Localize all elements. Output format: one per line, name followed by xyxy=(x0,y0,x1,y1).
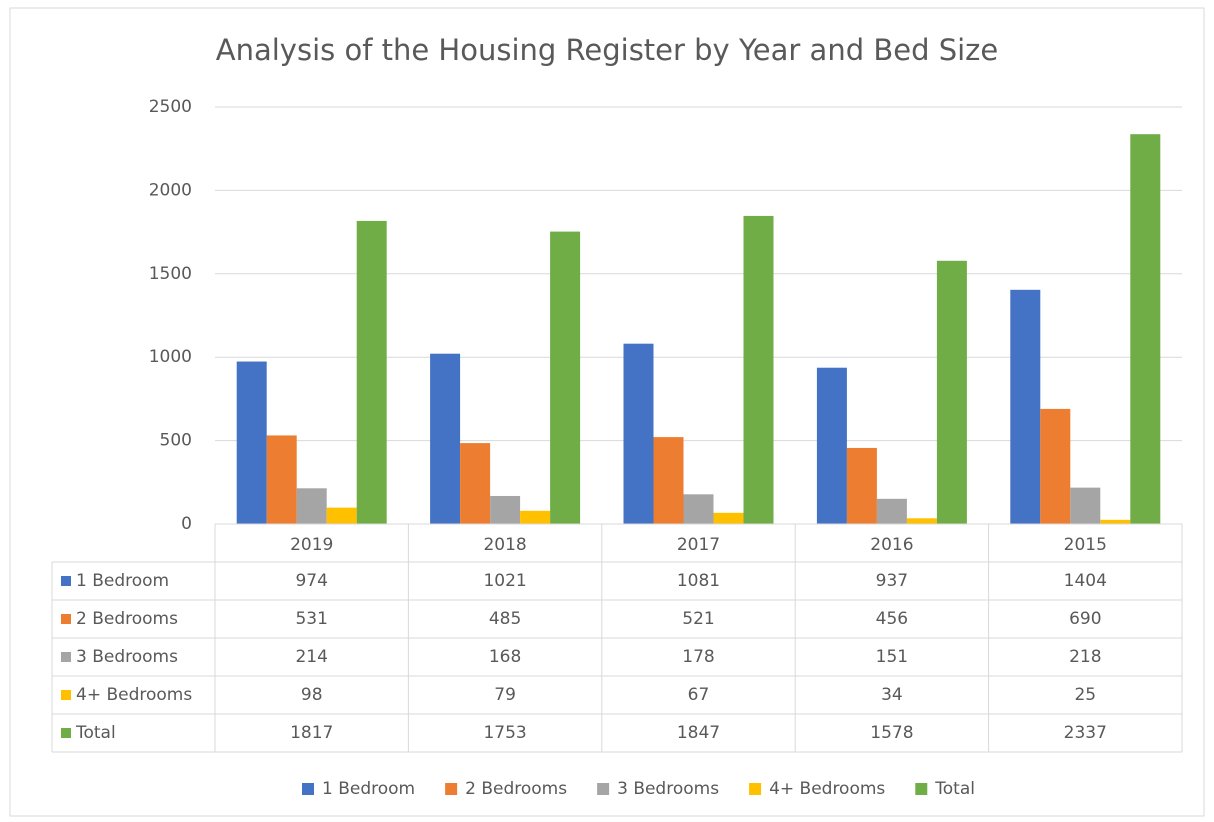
legend-key xyxy=(302,783,315,795)
table-key xyxy=(61,614,71,624)
table-cell: 1578 xyxy=(870,723,913,743)
bar xyxy=(236,361,267,524)
table-cell: 1081 xyxy=(677,571,720,591)
table-cell: 67 xyxy=(688,685,710,705)
y-tick-label: 2500 xyxy=(149,97,192,117)
legend-label: 3 Bedrooms xyxy=(617,779,719,799)
table-cell: 98 xyxy=(301,685,323,705)
table-key xyxy=(61,728,71,738)
table-cell: 25 xyxy=(1074,685,1096,705)
table-key xyxy=(61,576,71,586)
legend-key xyxy=(749,783,762,795)
table-cell: 1021 xyxy=(483,571,526,591)
legend-key xyxy=(597,783,610,795)
bar xyxy=(1070,487,1101,524)
bar xyxy=(1130,134,1161,524)
table-cell: 456 xyxy=(876,609,908,629)
bar xyxy=(356,220,387,525)
bar xyxy=(623,343,654,524)
table-cell: 178 xyxy=(682,647,714,667)
table-cell: 531 xyxy=(295,609,327,629)
bar xyxy=(490,495,521,524)
chart-border xyxy=(9,7,1205,817)
bar xyxy=(550,231,581,524)
table-cell: 1847 xyxy=(677,723,720,743)
x-tick-label: 2018 xyxy=(483,535,526,555)
bar xyxy=(936,260,967,524)
bar xyxy=(906,518,937,524)
table-cell: 485 xyxy=(489,609,521,629)
table-cell: 1817 xyxy=(290,723,333,743)
table-cell: 1753 xyxy=(483,723,526,743)
bar xyxy=(296,488,327,524)
bar xyxy=(266,435,297,524)
table-cell: 937 xyxy=(876,571,908,591)
bar xyxy=(520,510,551,524)
table-cell: 79 xyxy=(494,685,516,705)
x-tick-label: 2019 xyxy=(290,535,333,555)
legend-label: 1 Bedroom xyxy=(322,779,415,799)
table-series-name: 4+ Bedrooms xyxy=(76,685,192,705)
bar xyxy=(1100,519,1131,524)
bar xyxy=(1040,408,1071,524)
table-key xyxy=(61,652,71,662)
bar xyxy=(816,367,847,524)
bar xyxy=(326,507,357,524)
table-series-name: Total xyxy=(75,723,116,743)
table-cell: 151 xyxy=(876,647,908,667)
chart-title: Analysis of the Housing Register by Year… xyxy=(216,33,998,67)
legend-label: 2 Bedrooms xyxy=(465,779,567,799)
bar xyxy=(743,215,774,524)
table-cell: 34 xyxy=(881,685,903,705)
y-tick-label: 0 xyxy=(181,514,192,534)
table-cell: 974 xyxy=(295,571,327,591)
bar xyxy=(683,494,714,524)
bar xyxy=(1010,289,1041,524)
table-series-name: 3 Bedrooms xyxy=(76,647,178,667)
legend-key xyxy=(445,783,458,795)
bar xyxy=(460,443,491,524)
table-cell: 218 xyxy=(1069,647,1101,667)
legend-key xyxy=(915,783,928,795)
table-series-name: 2 Bedrooms xyxy=(76,609,178,629)
table-cell: 214 xyxy=(295,647,327,667)
bar xyxy=(876,498,907,524)
y-tick-label: 1000 xyxy=(149,347,192,367)
bar xyxy=(713,512,744,524)
x-tick-label: 2017 xyxy=(677,535,720,555)
table-key xyxy=(61,690,71,700)
bar xyxy=(653,437,684,524)
y-tick-label: 500 xyxy=(160,431,192,451)
y-tick-label: 1500 xyxy=(149,264,192,284)
table-cell: 168 xyxy=(489,647,521,667)
bar xyxy=(430,353,461,524)
table-cell: 2337 xyxy=(1064,723,1107,743)
legend-label: Total xyxy=(934,779,975,799)
bar xyxy=(846,447,877,524)
table-cell: 1404 xyxy=(1064,571,1107,591)
x-tick-label: 2015 xyxy=(1064,535,1107,555)
legend-label: 4+ Bedrooms xyxy=(769,779,885,799)
table-cell: 690 xyxy=(1069,609,1101,629)
x-tick-label: 2016 xyxy=(870,535,913,555)
table-series-name: 1 Bedroom xyxy=(76,571,169,591)
y-tick-label: 2000 xyxy=(149,180,192,200)
table-cell: 521 xyxy=(682,609,714,629)
